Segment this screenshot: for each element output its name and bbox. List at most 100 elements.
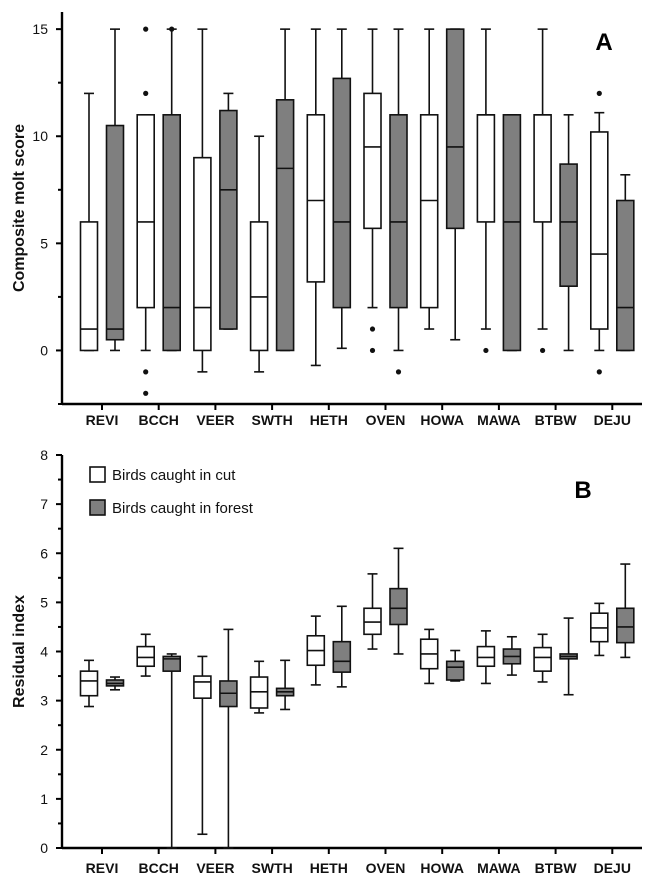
iqr-box bbox=[589, 131, 609, 330]
iqr-box bbox=[332, 77, 352, 309]
box-revi-forest bbox=[105, 28, 125, 352]
x-tick-label-oven: OVEN bbox=[366, 860, 406, 876]
x-tick-label-deju: DEJU bbox=[594, 412, 631, 428]
box-veer-cut bbox=[193, 28, 212, 373]
iqr-box bbox=[615, 199, 635, 352]
box-revi-forest bbox=[105, 676, 125, 691]
outlier-point bbox=[596, 90, 602, 96]
iqr-box bbox=[79, 670, 99, 697]
outlier-point bbox=[143, 390, 149, 396]
outlier-point bbox=[143, 90, 149, 96]
iqr-box bbox=[306, 114, 326, 283]
box-swth-cut bbox=[249, 135, 269, 373]
outlier-point bbox=[369, 326, 376, 332]
outlier-point bbox=[483, 347, 489, 354]
y-tick-label: 7 bbox=[40, 496, 48, 512]
box-mawa-forest bbox=[502, 114, 522, 352]
iqr-box bbox=[615, 607, 635, 644]
iqr-box bbox=[136, 114, 155, 309]
box-revi-cut bbox=[79, 659, 99, 708]
y-tick-label: 1 bbox=[40, 791, 48, 807]
box-bcch-forest bbox=[162, 653, 181, 849]
y-tick-label: 5 bbox=[40, 594, 48, 610]
iqr-box bbox=[559, 163, 578, 287]
box-oven-cut bbox=[363, 573, 382, 650]
box-veer-forest bbox=[219, 92, 238, 330]
box-bcch-forest bbox=[162, 26, 181, 352]
x-tick-label-veer: VEER bbox=[196, 412, 234, 428]
box-deju-forest bbox=[615, 173, 635, 352]
legend-label-cut: Birds caught in cut bbox=[112, 467, 236, 484]
legend-swatch-cut bbox=[89, 466, 106, 483]
box-howa-cut bbox=[419, 28, 439, 330]
y-tick-label: 4 bbox=[40, 644, 48, 660]
x-tick-label-bcch: BCCH bbox=[138, 412, 178, 428]
x-tick-label-revi: REVI bbox=[86, 412, 119, 428]
x-tick-label-swth: SWTH bbox=[251, 860, 292, 876]
y-tick-label: 10 bbox=[32, 128, 48, 144]
outlier-point bbox=[395, 369, 402, 375]
x-tick-label-btbw: BTBW bbox=[535, 860, 578, 876]
box-mawa-cut bbox=[476, 28, 496, 354]
box-swth-forest bbox=[275, 28, 295, 352]
box-deju-cut bbox=[589, 90, 609, 375]
box-oven-cut bbox=[363, 28, 382, 354]
x-tick-label-howa: HOWA bbox=[420, 860, 464, 876]
iqr-box bbox=[476, 114, 496, 223]
x-tick-label-revi: REVI bbox=[86, 860, 119, 876]
iqr-box bbox=[79, 221, 99, 352]
box-swth-cut bbox=[249, 660, 269, 714]
iqr-box bbox=[162, 655, 181, 672]
panel-letter-b: B bbox=[574, 477, 591, 504]
box-howa-forest bbox=[445, 649, 465, 682]
iqr-box bbox=[389, 114, 408, 309]
iqr-box bbox=[275, 99, 295, 352]
iqr-box bbox=[363, 92, 382, 230]
box-btbw-cut bbox=[533, 633, 552, 683]
box-deju-forest bbox=[615, 563, 635, 659]
y-axis-label: Composite molt score bbox=[11, 124, 28, 292]
iqr-box bbox=[389, 587, 408, 626]
box-heth-forest bbox=[332, 28, 352, 350]
box-btbw-forest bbox=[559, 617, 578, 696]
legend-swatch-forest bbox=[89, 499, 106, 516]
box-btbw-forest bbox=[559, 114, 578, 352]
box-howa-forest bbox=[445, 28, 465, 341]
box-oven-forest bbox=[389, 547, 408, 655]
x-tick-label-swth: SWTH bbox=[251, 412, 292, 428]
y-tick-label: 2 bbox=[40, 742, 48, 758]
iqr-box bbox=[533, 646, 552, 672]
x-tick-label-heth: HETH bbox=[310, 860, 348, 876]
legend-label-forest: Birds caught in forest bbox=[112, 500, 254, 517]
iqr-box bbox=[219, 109, 238, 330]
iqr-box bbox=[476, 645, 496, 668]
box-heth-cut bbox=[306, 28, 326, 367]
iqr-box bbox=[105, 124, 125, 341]
box-bcch-cut bbox=[136, 633, 155, 677]
box-bcch-cut bbox=[136, 26, 155, 396]
box-heth-cut bbox=[306, 615, 326, 686]
box-btbw-cut bbox=[533, 28, 552, 354]
x-tick-label-deju: DEJU bbox=[594, 860, 631, 876]
iqr-box bbox=[332, 640, 352, 673]
panel-b-residual-index: 0 1 2 3 4 5 6 7 8 Residual index REVI BCCH VEER SWTH H… bbox=[11, 447, 642, 876]
y-tick-label: 0 bbox=[40, 342, 48, 358]
x-tick-label-veer: VEER bbox=[196, 860, 234, 876]
iqr-box bbox=[445, 28, 465, 230]
y-tick-label: 3 bbox=[40, 693, 48, 709]
y-tick-label: 6 bbox=[40, 545, 48, 561]
iqr-box bbox=[533, 114, 552, 223]
iqr-box bbox=[249, 221, 269, 352]
iqr-box bbox=[502, 114, 522, 352]
x-tick-label-mawa: MAWA bbox=[477, 860, 521, 876]
x-tick-label-bcch: BCCH bbox=[138, 860, 178, 876]
box-deju-cut bbox=[589, 602, 609, 657]
x-tick-label-heth: HETH bbox=[310, 412, 348, 428]
y-axis-label: Residual index bbox=[11, 595, 28, 708]
box-mawa-cut bbox=[476, 630, 496, 685]
iqr-box bbox=[193, 675, 212, 699]
y-tick-label: 15 bbox=[32, 21, 48, 37]
y-tick-label: 0 bbox=[40, 840, 48, 856]
iqr-box bbox=[419, 114, 439, 309]
